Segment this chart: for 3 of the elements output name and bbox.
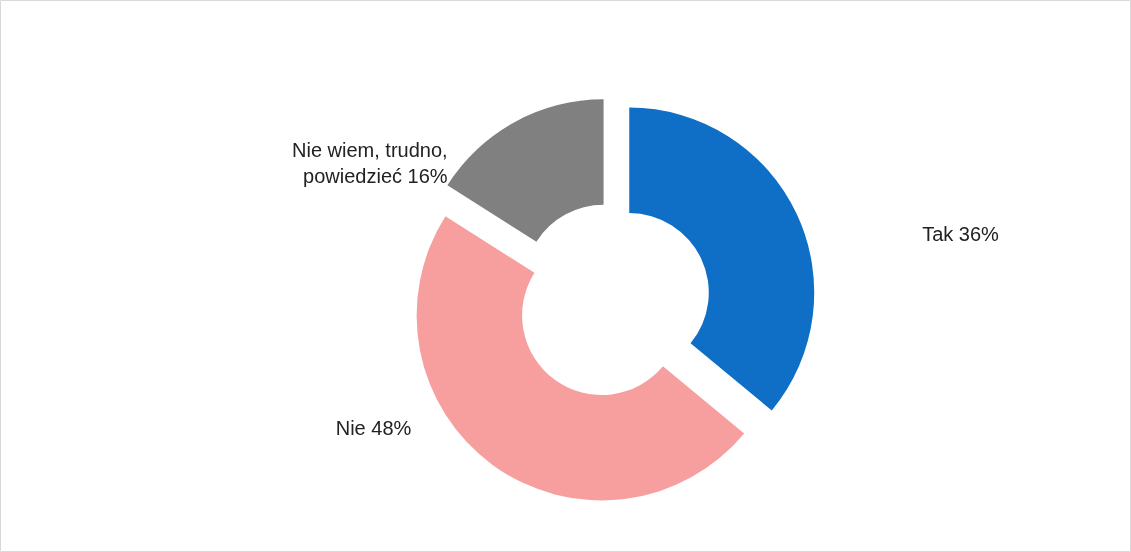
slice-label: Nie 48%	[335, 416, 412, 439]
slice-label: Tak 36%	[922, 222, 1000, 245]
slice-label: Nie wiem, trudno, powiedzieć 16%	[292, 138, 448, 187]
